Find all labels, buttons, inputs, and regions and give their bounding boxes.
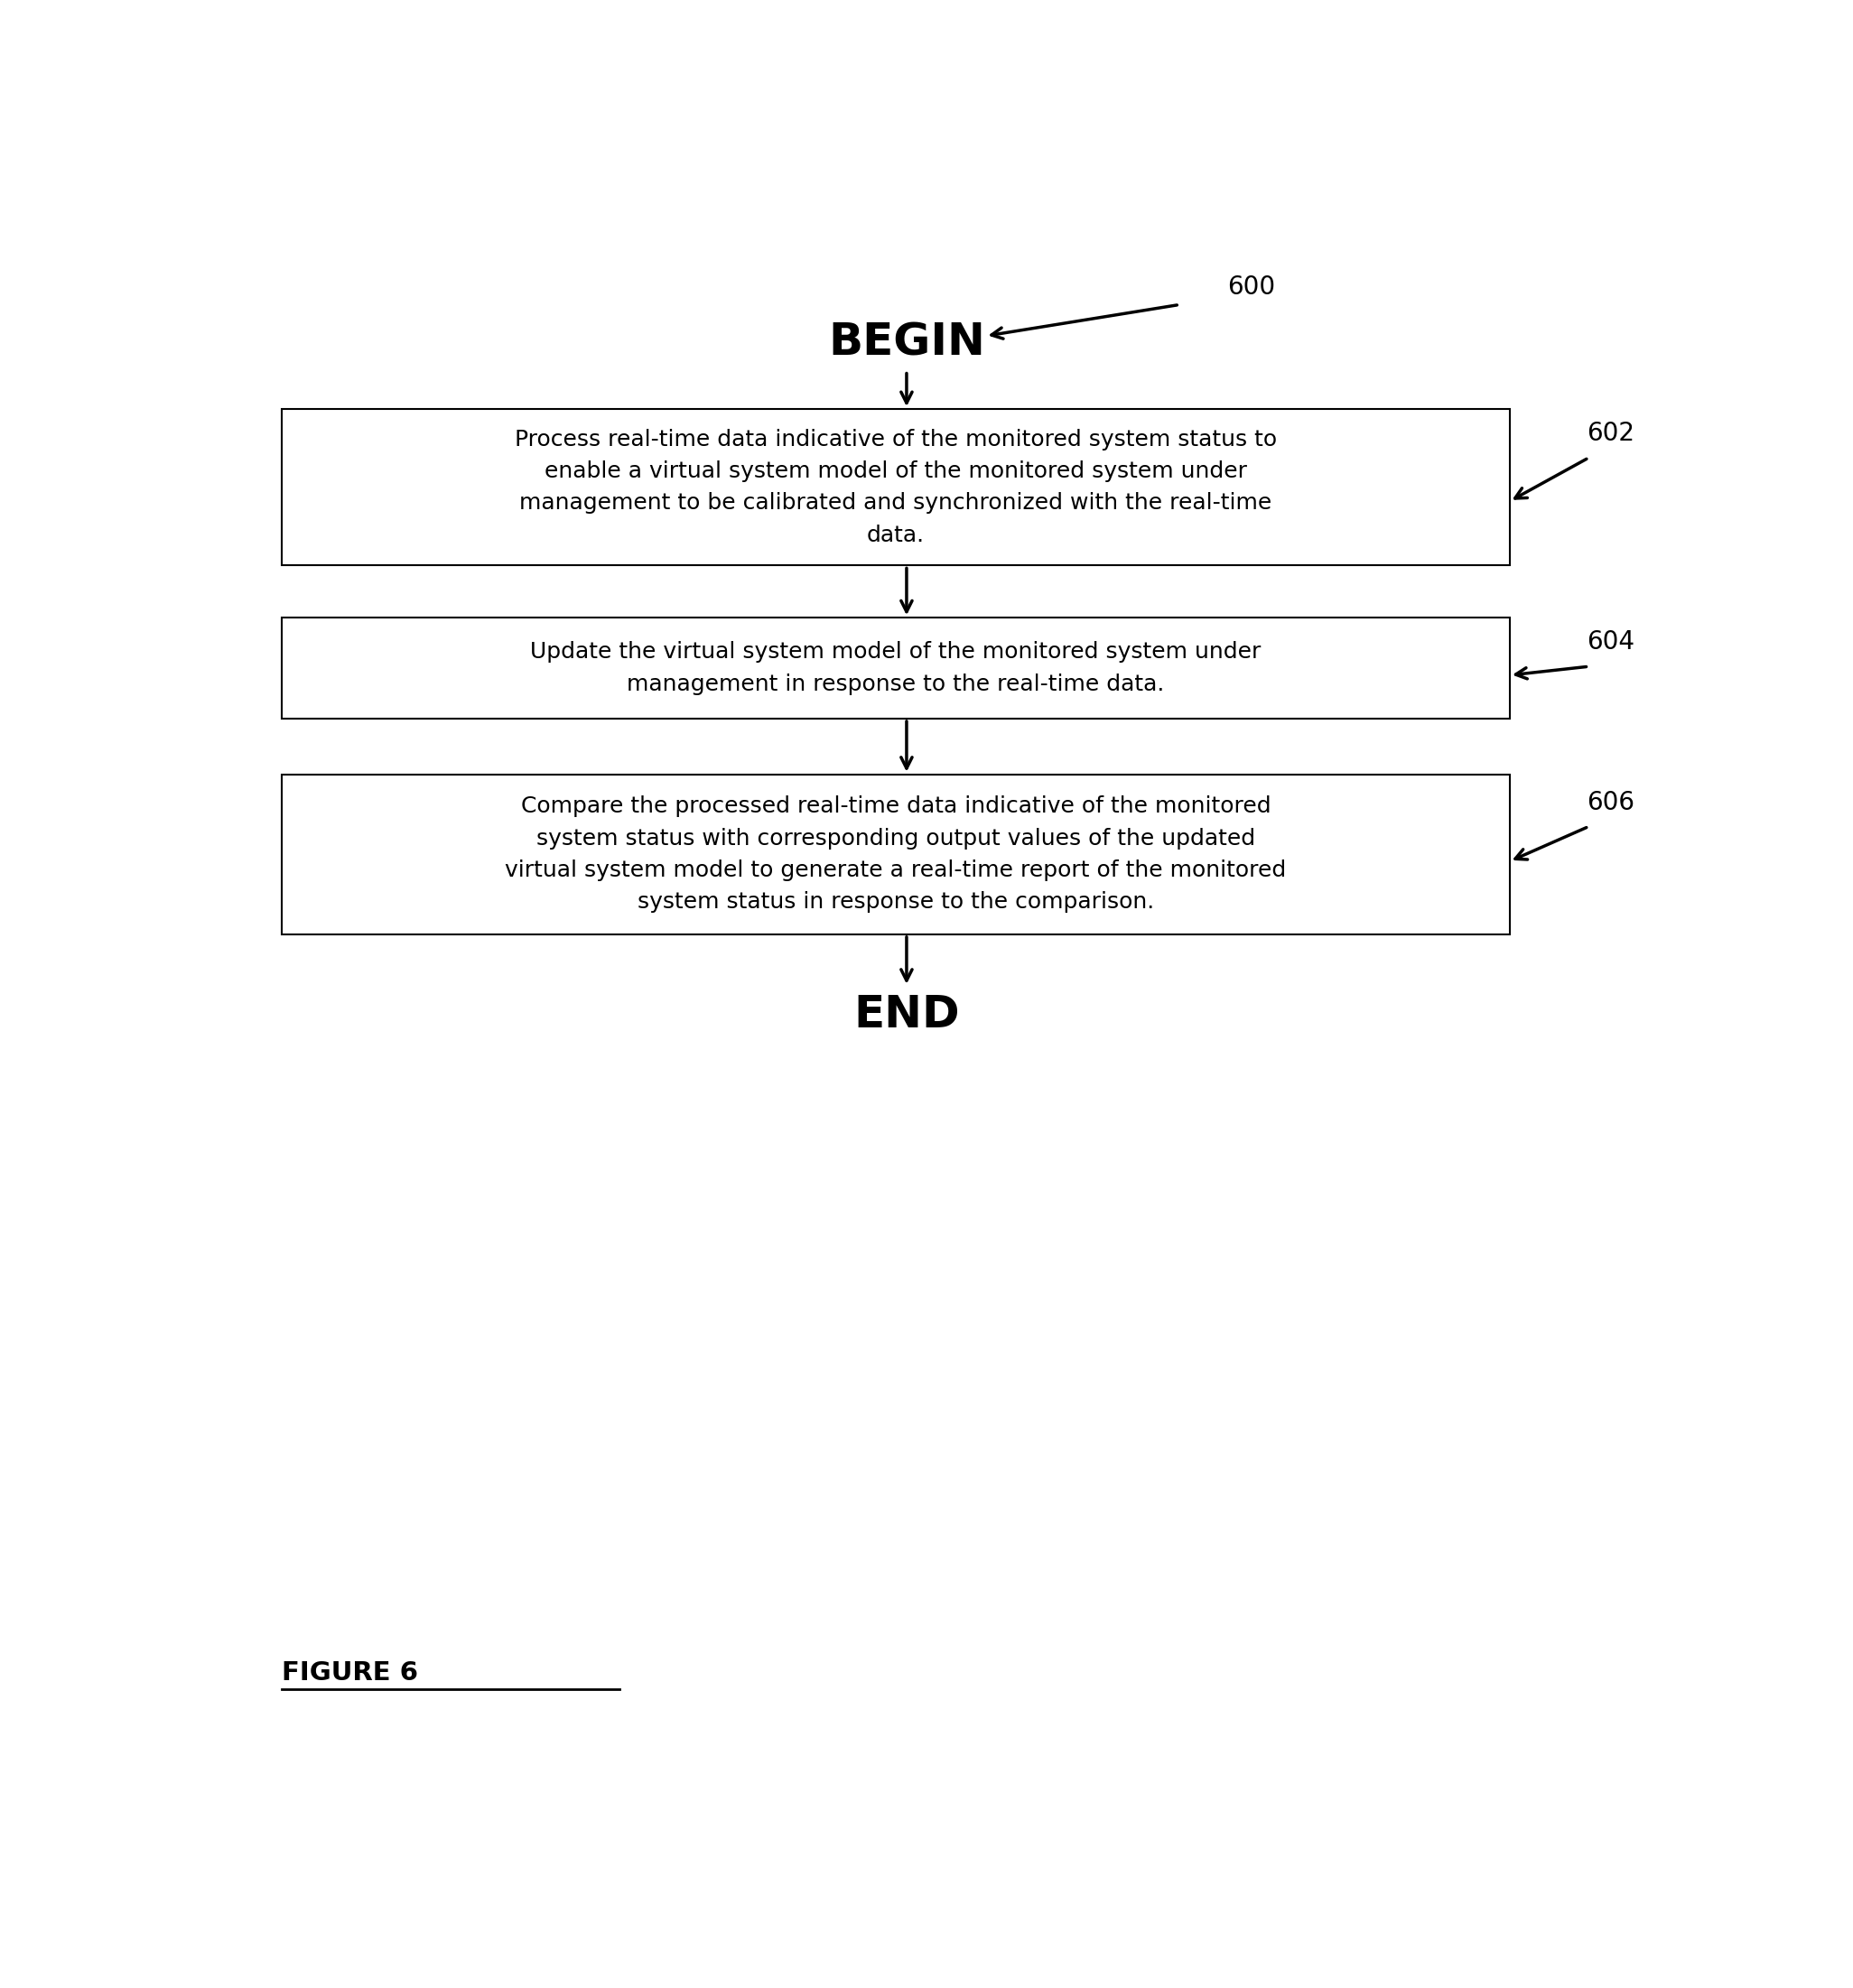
Text: Process real-time data indicative of the monitored system status to
enable a vir: Process real-time data indicative of the…: [515, 429, 1277, 547]
Text: BEGIN: BEGIN: [828, 322, 986, 364]
Text: Compare the processed real-time data indicative of the monitored
system status w: Compare the processed real-time data ind…: [506, 795, 1286, 912]
Text: 600: 600: [1227, 274, 1275, 300]
Text: 604: 604: [1586, 630, 1634, 654]
FancyBboxPatch shape: [282, 410, 1510, 565]
Text: 602: 602: [1586, 421, 1634, 445]
Text: END: END: [854, 992, 960, 1036]
Text: FIGURE 6: FIGURE 6: [282, 1660, 419, 1686]
Text: Update the virtual system model of the monitored system under
management in resp: Update the virtual system model of the m…: [530, 642, 1262, 696]
FancyBboxPatch shape: [282, 773, 1510, 934]
FancyBboxPatch shape: [282, 618, 1510, 718]
Text: 606: 606: [1586, 789, 1634, 815]
